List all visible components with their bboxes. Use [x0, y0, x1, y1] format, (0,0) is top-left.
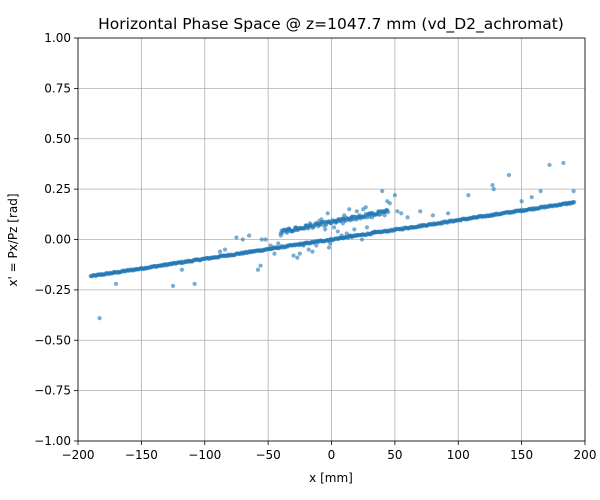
x-tick-label: −200 — [62, 448, 95, 462]
x-tick-label: 0 — [328, 448, 336, 462]
scatter-point — [259, 237, 264, 242]
scatter-point — [399, 211, 404, 216]
scatter-point — [363, 205, 368, 210]
scatter-point — [380, 189, 385, 194]
scatter-point — [291, 253, 296, 258]
y-tick-label: −1.00 — [34, 434, 71, 448]
scatter-band-points — [88, 199, 577, 279]
y-tick-label: 0.50 — [44, 132, 71, 146]
scatter-point — [446, 211, 451, 216]
scatter-point — [179, 267, 185, 272]
scatter-point — [572, 200, 577, 205]
scatter-point — [405, 215, 410, 220]
scatter-point — [272, 251, 277, 256]
scatter-point — [326, 245, 332, 250]
y-axis-ticks: −1.00 −0.75 −0.50 −0.25 0.00 0.25 0.50 0.75 1.00 — [34, 31, 78, 448]
scatter-point — [571, 189, 576, 194]
scatter-point — [222, 247, 228, 252]
scatter-point — [491, 187, 496, 192]
scatter-point — [97, 315, 102, 321]
y-axis-label: x' = Px/Pz [rad] — [6, 193, 20, 286]
x-tick-label: −100 — [188, 448, 221, 462]
y-tick-label: −0.25 — [34, 283, 71, 297]
scatter-point — [392, 193, 397, 198]
scatter-point — [192, 281, 197, 286]
scatter-point — [310, 249, 315, 254]
x-tick-label: 50 — [387, 448, 402, 462]
scatter-point — [331, 225, 337, 230]
y-tick-label: 1.00 — [44, 31, 71, 45]
x-tick-label: 200 — [574, 448, 597, 462]
scatter-point — [430, 213, 435, 218]
scatter-point — [306, 247, 311, 252]
scatter-point — [386, 209, 391, 215]
scatter-point — [359, 237, 365, 242]
scatter-point — [284, 230, 290, 235]
scatter-point — [170, 283, 176, 288]
x-tick-label: 150 — [510, 448, 533, 462]
scatter-point — [113, 281, 119, 286]
scatter-point — [387, 201, 392, 206]
scatter-point — [263, 237, 268, 242]
x-axis-ticks: −200 −150 −100 −50 0 50 100 150 200 — [62, 441, 597, 462]
scatter-point — [354, 209, 359, 214]
x-axis-label: x [mm] — [309, 471, 353, 485]
scatter-point — [335, 229, 340, 234]
scatter-point — [519, 199, 524, 204]
scatter-point — [247, 233, 252, 238]
scatter-point — [258, 263, 263, 268]
scatter-point — [295, 255, 300, 260]
scatter-point — [297, 251, 302, 256]
x-tick-label: 100 — [447, 448, 470, 462]
scatter-point — [538, 189, 543, 194]
scatter-point — [347, 207, 352, 212]
scatter-point — [561, 160, 566, 166]
x-tick-label: −50 — [255, 448, 280, 462]
scatter-point — [395, 209, 400, 214]
scatter-point — [466, 193, 471, 198]
y-tick-label: 0.00 — [44, 233, 71, 247]
scatter-point — [325, 211, 330, 216]
scatter-point — [547, 162, 552, 168]
scatter-point — [490, 182, 495, 188]
scatter-point — [276, 241, 281, 246]
y-tick-label: −0.50 — [34, 333, 71, 347]
scatter-point — [255, 267, 261, 272]
scatter-point — [240, 237, 245, 242]
x-tick-label: −150 — [125, 448, 158, 462]
scatter-point — [418, 209, 423, 214]
scatter-point — [529, 195, 534, 200]
scatter-point — [352, 227, 357, 232]
scatter-point — [364, 225, 370, 230]
scatter-point — [506, 172, 512, 178]
y-tick-label: −0.75 — [34, 384, 71, 398]
chart-title: Horizontal Phase Space @ z=1047.7 mm (vd… — [98, 15, 564, 34]
y-tick-label: 0.25 — [44, 182, 71, 196]
scatter-point — [234, 235, 239, 240]
scatter-point — [323, 227, 328, 232]
scatter-point — [217, 249, 223, 254]
scatter-point — [314, 243, 319, 248]
y-tick-label: 0.75 — [44, 81, 71, 95]
